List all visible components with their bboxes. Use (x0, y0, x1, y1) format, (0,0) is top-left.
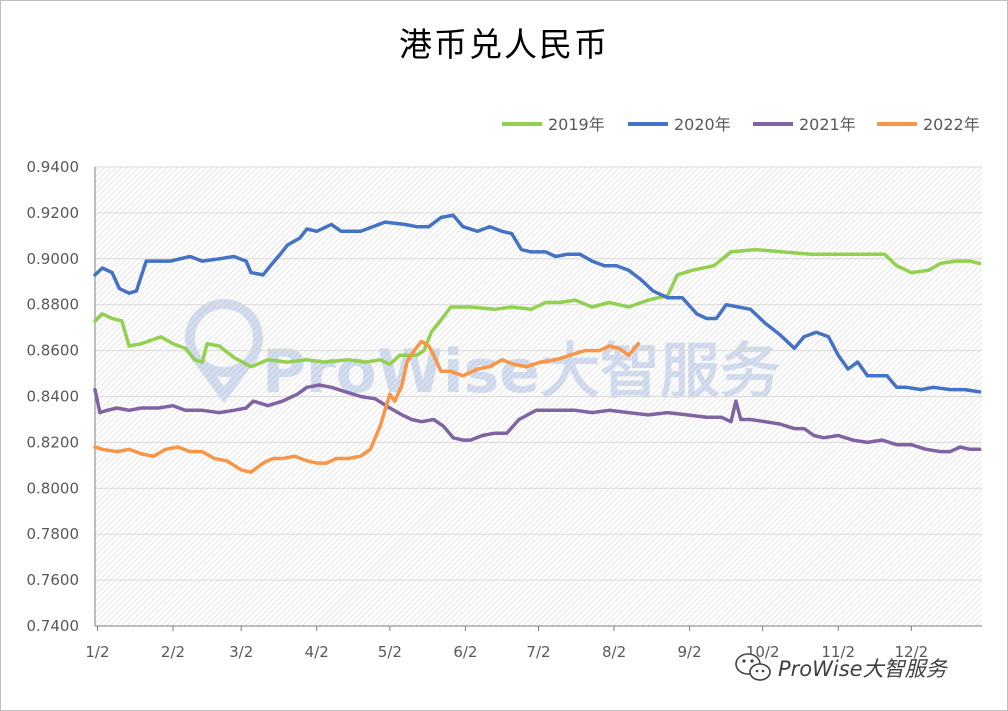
x-tick-label: 3/2 (229, 643, 253, 661)
series-line-4 (93, 339, 641, 474)
y-tick-label: 0.8200 (27, 433, 80, 451)
y-axis-tick-labels: 0.9400 0.9200 0.9000 0.8800 0.8600 0.8400 0.82… (27, 158, 80, 635)
watermark: ProWise大智服务 (185, 299, 780, 407)
x-tick-label: 1/2 (85, 643, 109, 661)
x-tick-label: 4/2 (305, 643, 329, 661)
x-tick-label: 9/2 (678, 643, 702, 661)
x-tick-label: 6/2 (453, 643, 477, 661)
y-tick-label: 0.7600 (27, 571, 80, 589)
location-pin-icon (185, 299, 263, 404)
y-tick-label: 0.8600 (27, 342, 80, 360)
x-axis-tick-labels: 1/2 2/2 3/2 4/2 5/2 6/2 7/2 8/2 9/2 10/2 11/2 12/2 (85, 643, 928, 661)
y-tick-label: 0.9400 (27, 158, 80, 176)
x-tick-label: 11/2 (821, 643, 855, 661)
footer-brand: ProWise大智服务 (735, 653, 949, 681)
series-line-3 (93, 383, 982, 454)
y-tick-label: 0.8800 (27, 296, 80, 314)
x-tick-label: 8/2 (602, 643, 626, 661)
y-tick-label: 0.8000 (27, 479, 80, 497)
legend-label: 2019年 (548, 115, 605, 134)
series-lines (93, 213, 982, 474)
y-tick-label: 0.9000 (27, 250, 80, 268)
y-tick-label: 0.8400 (27, 388, 80, 406)
y-tick-label: 0.7400 (27, 617, 80, 635)
legend-label: 2020年 (674, 115, 731, 134)
legend-label: 2021年 (799, 115, 856, 134)
legend: 2019年 2020年 2021年 2022年 (502, 115, 980, 134)
x-tick-label: 12/2 (894, 643, 928, 661)
series-line-1 (93, 247, 982, 369)
watermark-text: ProWise大智服务 (262, 337, 780, 407)
y-tick-label: 0.7800 (27, 525, 80, 543)
series-line-2 (93, 213, 982, 394)
y-tick-label: 0.9200 (27, 204, 80, 222)
x-tick-label: 5/2 (378, 643, 402, 661)
legend-label: 2022年 (923, 115, 980, 134)
footer-brand-text: ProWise大智服务 (778, 657, 949, 681)
x-tick-label: 2/2 (161, 643, 185, 661)
chart-title: 港币兑人民币 (399, 25, 609, 64)
wechat-icon (735, 653, 771, 681)
x-tick-label: 7/2 (526, 643, 550, 661)
